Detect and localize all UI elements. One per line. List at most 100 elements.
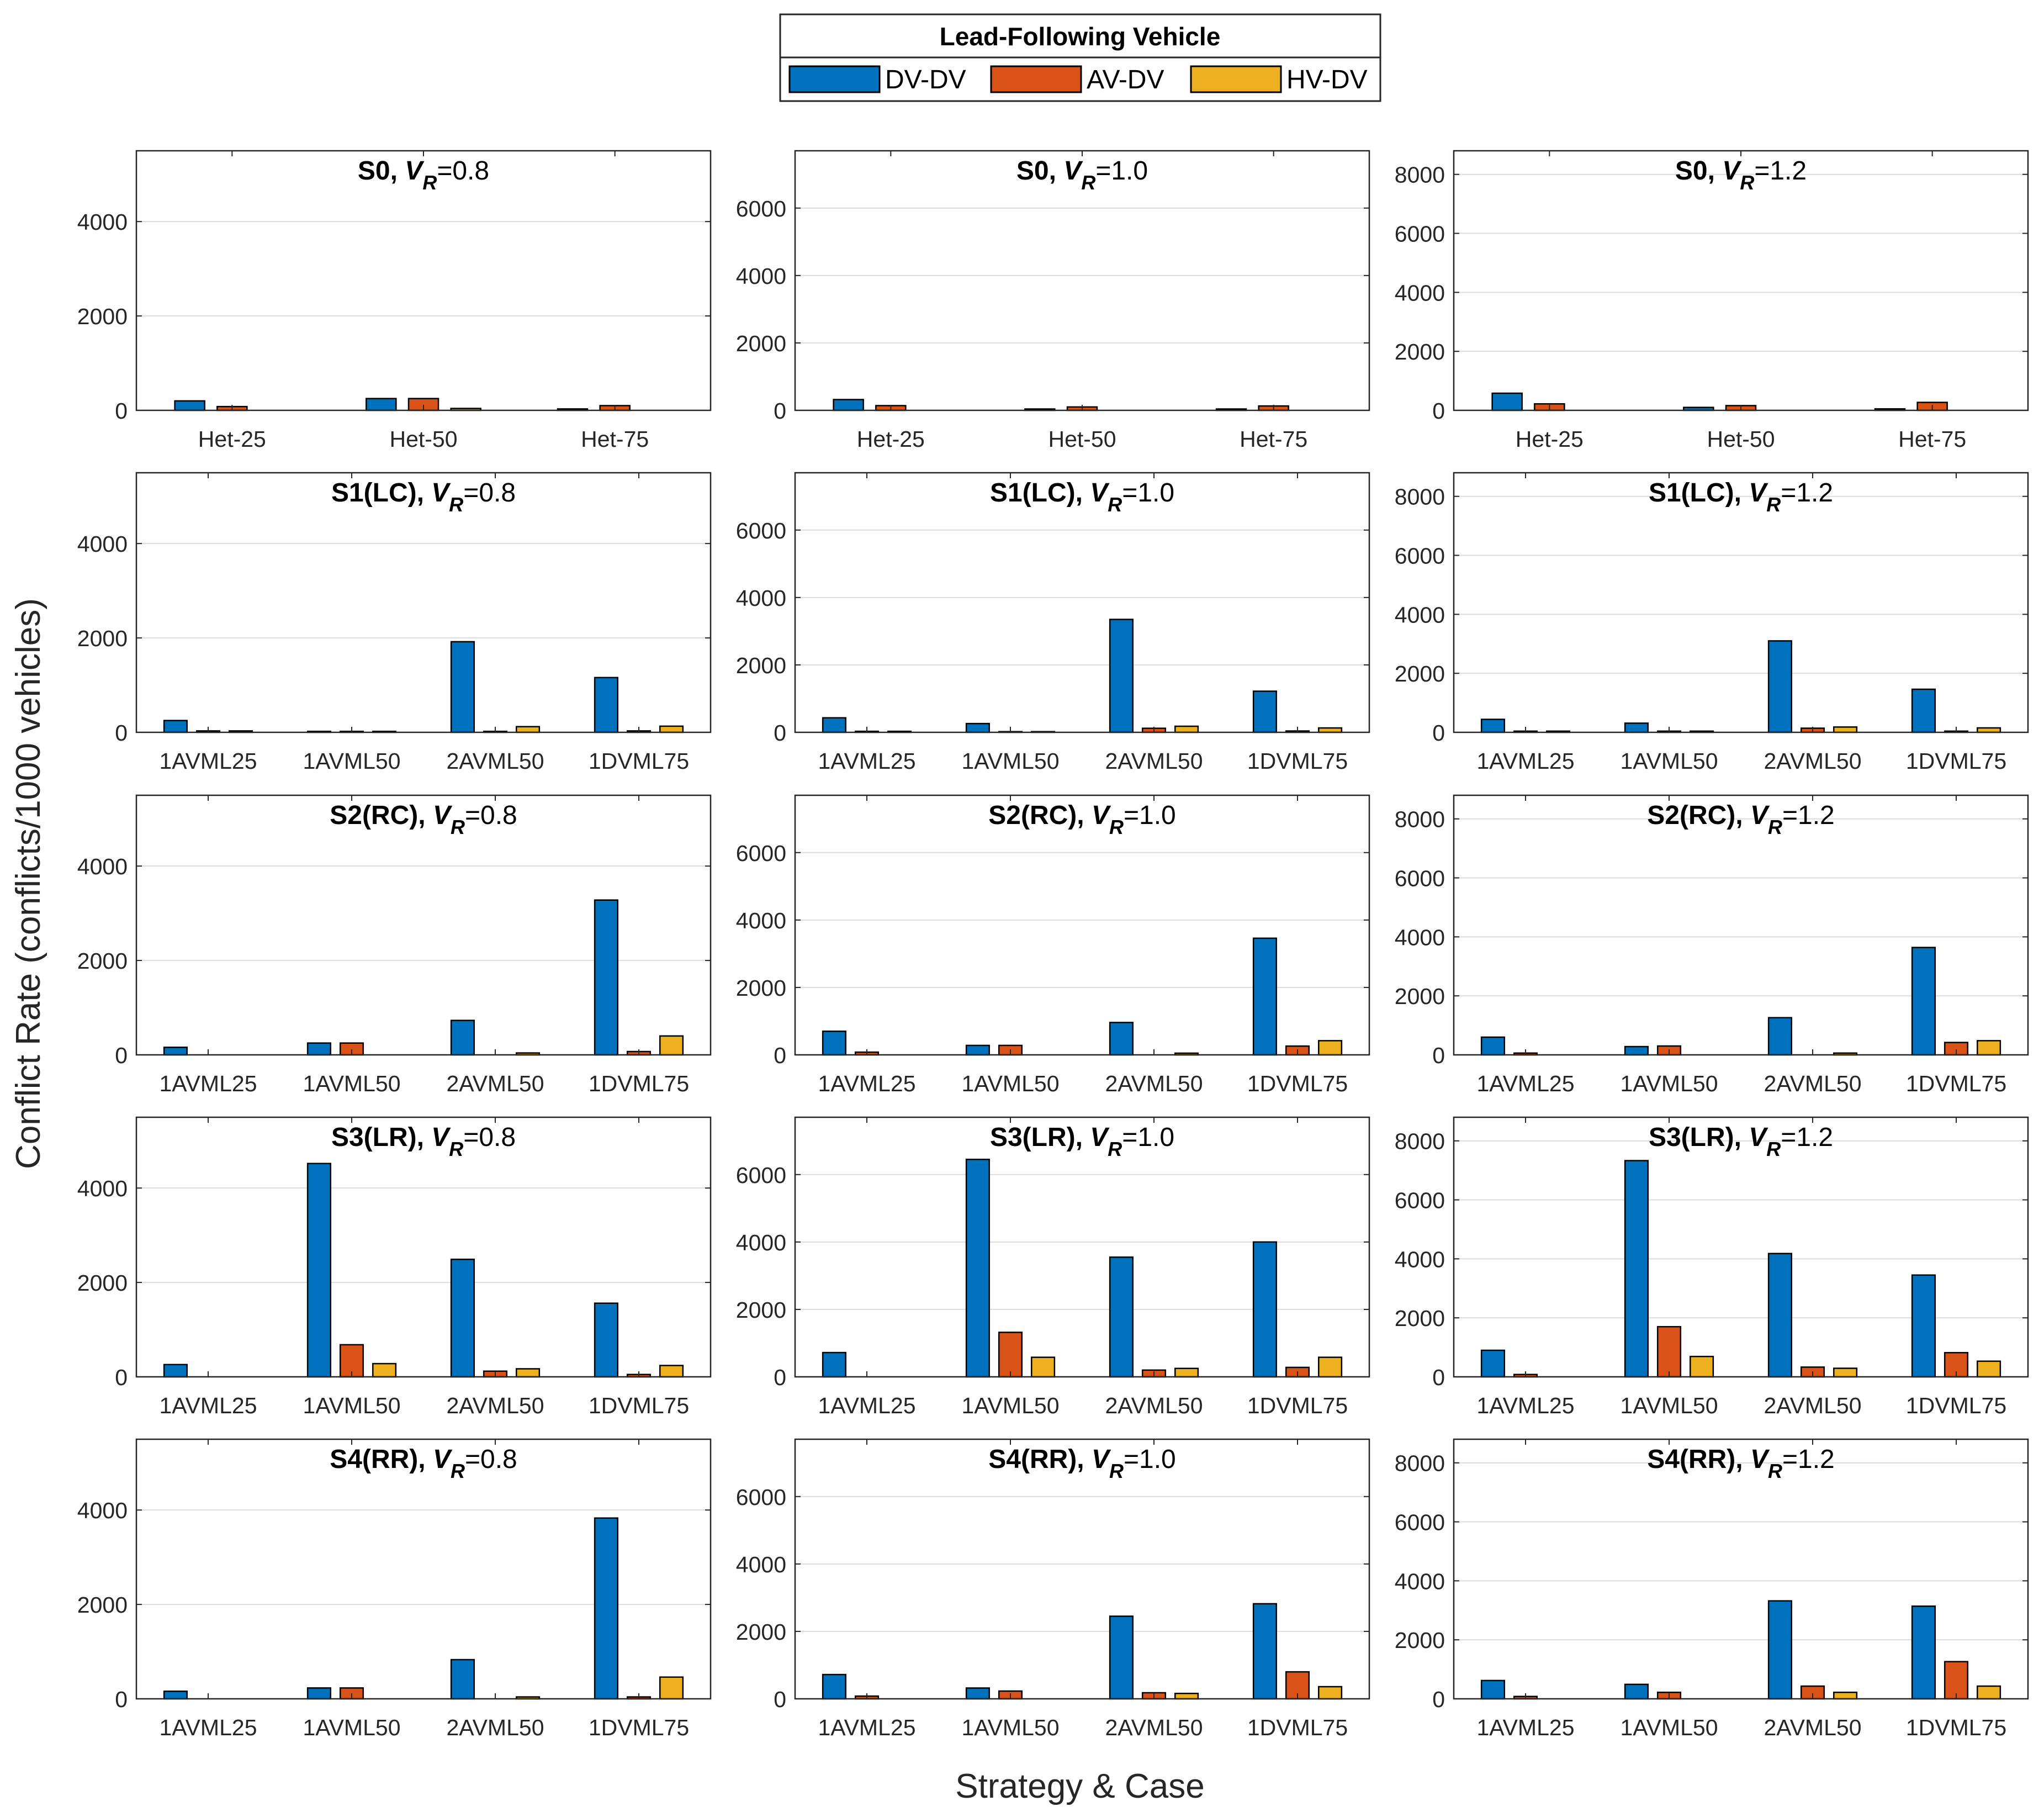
y-tick-label: 2000 bbox=[1395, 1628, 1445, 1653]
panel-title: S3(LR), VR=1.2 bbox=[1649, 1123, 1833, 1160]
y-tick-label: 0 bbox=[1432, 1365, 1445, 1390]
y-tick-label: 0 bbox=[774, 1687, 786, 1712]
x-tick-label: 1AVML25 bbox=[818, 1393, 915, 1418]
x-tick-label: 1DVML75 bbox=[1906, 1071, 2006, 1096]
panel-s0-vr-10: Het-25 Het-50 Het-75 0 2000 4000 6000 S0, VR=1.… bbox=[736, 150, 1370, 452]
legend-swatch-dv-dv bbox=[788, 65, 881, 93]
bar-hv-dv-1dvml75 bbox=[1318, 1356, 1343, 1378]
x-tick-label: 2AVML50 bbox=[1764, 1393, 1861, 1418]
panel-s2-rc-vr-12: 1AVML25 1AVML50 2AVML50 1DVML75 0 2000 4000 600… bbox=[1395, 794, 2029, 1096]
bar-dv-dv-1avml25 bbox=[1480, 1679, 1505, 1700]
y-tick-label: 4000 bbox=[1395, 1246, 1445, 1272]
y-tick-label: 2000 bbox=[77, 1270, 128, 1296]
bar-dv-dv-1avml50 bbox=[965, 722, 990, 733]
bar-hv-dv-1dvml75 bbox=[1977, 1360, 2001, 1378]
legend-title: Lead-Following Vehicle bbox=[940, 22, 1221, 51]
y-tick-label: 4000 bbox=[736, 263, 786, 289]
panel-s0-vr-12: Het-25 Het-50 Het-75 0 2000 4000 6000 8000 S0, V… bbox=[1395, 150, 2029, 452]
panel-s1-lc-vr-08: 1AVML25 1AVML50 2AVML50 1DVML75 0 2000 4000 S1(… bbox=[77, 472, 712, 774]
panel-title: S0, VR=1.0 bbox=[1016, 156, 1148, 194]
panel-s0-vr-08: Het-25 Het-50 Het-75 0 2000 4000 S0, VR=0.8 bbox=[77, 150, 712, 452]
panel-s3-lr-vr-12: 1AVML25 1AVML50 2AVML50 1DVML75 0 2000 4000 600… bbox=[1395, 1116, 2029, 1418]
y-tick-label: 4000 bbox=[1395, 925, 1445, 950]
x-tick-label: 1AVML25 bbox=[1476, 1071, 1574, 1096]
y-tick-label: 0 bbox=[115, 1043, 128, 1068]
legend-label-dv-dv: DV-DV bbox=[885, 65, 966, 94]
y-tick-label: 4000 bbox=[736, 1552, 786, 1577]
bar-dv-dv-1dvml75 bbox=[1911, 688, 1936, 733]
y-tick-label: 0 bbox=[1432, 720, 1445, 746]
bar-hv-dv-1dvml75 bbox=[1977, 1040, 2001, 1056]
axes-box bbox=[135, 150, 712, 411]
bar-hv-dv-1dvml75 bbox=[659, 1676, 684, 1700]
y-tick-label: 6000 bbox=[1395, 866, 1445, 891]
bar-hv-dv-2avml50 bbox=[1833, 726, 1858, 733]
panel-s1-lc-vr-10: 1AVML25 1AVML50 2AVML50 1DVML75 0 2000 4000 600… bbox=[736, 472, 1370, 774]
y-tick-label: 6000 bbox=[1395, 221, 1445, 247]
bar-dv-dv-1dvml75 bbox=[594, 1517, 618, 1700]
panel-s4-rr-vr-10: 1AVML25 1AVML50 2AVML50 1DVML75 0 2000 4000 600… bbox=[736, 1438, 1370, 1740]
x-tick-label: 1AVML25 bbox=[1476, 748, 1574, 774]
bar-dv-dv-1avml25 bbox=[163, 1364, 188, 1378]
axes-box bbox=[1453, 150, 2029, 411]
bar-hv-dv-2avml50 bbox=[516, 1368, 541, 1378]
bar-dv-dv-1avml25 bbox=[822, 1031, 846, 1056]
axes-box bbox=[135, 1116, 712, 1378]
x-tick-label: Het-25 bbox=[198, 426, 266, 452]
x-tick-label: 2AVML50 bbox=[1105, 1071, 1203, 1096]
y-tick-label: 0 bbox=[115, 398, 128, 424]
panel-s3-lr-vr-10: 1AVML25 1AVML50 2AVML50 1DVML75 0 2000 4000 600… bbox=[736, 1116, 1370, 1418]
axes-box bbox=[794, 1438, 1370, 1700]
x-tick-label: 1AVML50 bbox=[961, 1393, 1059, 1418]
panel-s2-rc-vr-10: 1AVML25 1AVML50 2AVML50 1DVML75 0 2000 4000 600… bbox=[736, 794, 1370, 1096]
bar-dv-dv-1dvml75 bbox=[1911, 947, 1936, 1056]
bar-dv-dv-1dvml75 bbox=[1252, 690, 1277, 733]
bar-hv-dv-1avml50 bbox=[1690, 1355, 1714, 1378]
panel-title: S1(LC), VR=1.2 bbox=[1649, 478, 1833, 516]
x-tick-label: 2AVML50 bbox=[1105, 1715, 1203, 1740]
bar-dv-dv-1avml50 bbox=[965, 1044, 990, 1056]
x-tick-label: 1DVML75 bbox=[1247, 1715, 1348, 1740]
x-tick-label: 2AVML50 bbox=[1764, 1071, 1861, 1096]
bar-dv-dv-1dvml75 bbox=[1252, 1603, 1277, 1700]
x-tick-label: 2AVML50 bbox=[446, 1715, 544, 1740]
x-axis-label: Strategy & Case bbox=[955, 1767, 1204, 1805]
y-tick-label: 2000 bbox=[77, 626, 128, 651]
x-tick-label: 1AVML50 bbox=[961, 1715, 1059, 1740]
x-tick-label: Het-25 bbox=[1516, 426, 1584, 452]
x-tick-label: 2AVML50 bbox=[446, 1393, 544, 1418]
bar-dv-dv-1avml25 bbox=[163, 1691, 188, 1700]
bar-dv-dv-2avml50 bbox=[450, 641, 475, 733]
panel-title: S1(LC), VR=1.0 bbox=[990, 478, 1174, 516]
axes-box bbox=[1453, 794, 2029, 1056]
y-tick-label: 4000 bbox=[1395, 1568, 1445, 1594]
bar-hv-dv-2avml50 bbox=[1174, 725, 1199, 733]
x-tick-label: Het-75 bbox=[581, 426, 649, 452]
x-tick-label: 1AVML50 bbox=[1620, 1393, 1718, 1418]
legend-entry-hv-dv: HV-DV bbox=[1190, 65, 1368, 94]
panel-title: S2(RC), VR=1.2 bbox=[1647, 801, 1834, 838]
bar-hv-dv-2avml50 bbox=[1833, 1692, 1858, 1700]
x-tick-label: 1DVML75 bbox=[1247, 1071, 1348, 1096]
y-tick-label: 0 bbox=[1432, 398, 1445, 424]
bar-dv-dv-het-25 bbox=[1491, 392, 1523, 411]
x-tick-label: Het-50 bbox=[1048, 426, 1116, 452]
y-tick-label: 2000 bbox=[736, 1297, 786, 1323]
y-tick-label: 2000 bbox=[1395, 661, 1445, 686]
axes-box bbox=[1453, 1116, 2029, 1378]
y-tick-label: 4000 bbox=[736, 908, 786, 933]
panel-title: S0, VR=0.8 bbox=[358, 156, 489, 194]
panel-title: S2(RC), VR=0.8 bbox=[330, 801, 517, 838]
y-tick-label: 6000 bbox=[736, 841, 786, 866]
axes-box bbox=[135, 472, 712, 733]
bar-dv-dv-1avml50 bbox=[306, 1042, 331, 1056]
axes-box bbox=[794, 150, 1370, 411]
bar-av-dv-1dvml75 bbox=[1944, 1661, 1969, 1700]
x-tick-label: 1DVML75 bbox=[589, 1715, 689, 1740]
axes-box bbox=[1453, 472, 2029, 733]
x-tick-label: 2AVML50 bbox=[1764, 1715, 1861, 1740]
bar-hv-dv-1dvml75 bbox=[1977, 1685, 2001, 1700]
y-tick-label: 0 bbox=[774, 1365, 786, 1390]
x-tick-label: 1AVML25 bbox=[159, 1071, 257, 1096]
legend-swatch-hv-dv bbox=[1190, 65, 1282, 93]
